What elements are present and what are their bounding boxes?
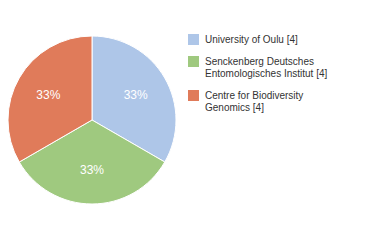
legend-label-line: Centre for Biodiversity (205, 90, 303, 101)
legend-label: University of Oulu [4] (205, 34, 298, 45)
legend-label-line: University of Oulu [4] (205, 34, 298, 45)
legend: University of Oulu [4] Senckenberg Deutsc… (188, 34, 328, 113)
pie-slice (8, 36, 92, 162)
legend-swatch (188, 90, 199, 101)
chart-svg: 33% 33% 33% University of Oulu [4] Senckenbe… (0, 0, 380, 240)
slice-label: 33% (124, 88, 148, 102)
slice-label: 33% (36, 88, 60, 102)
legend-label-line: Genomics [4] (205, 102, 264, 113)
slice-labels: 33% 33% 33% (36, 88, 148, 178)
legend-label-line: Entomologisches Institut [4] (205, 68, 328, 79)
legend-label: Senckenberg DeutschesEntomologisches Ins… (205, 56, 328, 79)
legend-label: Centre for BiodiversityGenomics [4] (205, 90, 303, 113)
slices (8, 36, 176, 204)
legend-swatch (188, 34, 199, 45)
chart-container: 33% 33% 33% University of Oulu [4] Senckenbe… (0, 0, 380, 240)
legend-swatch (188, 56, 199, 67)
legend-label-line: Senckenberg Deutsches (205, 56, 314, 67)
slice-label: 33% (80, 163, 104, 177)
